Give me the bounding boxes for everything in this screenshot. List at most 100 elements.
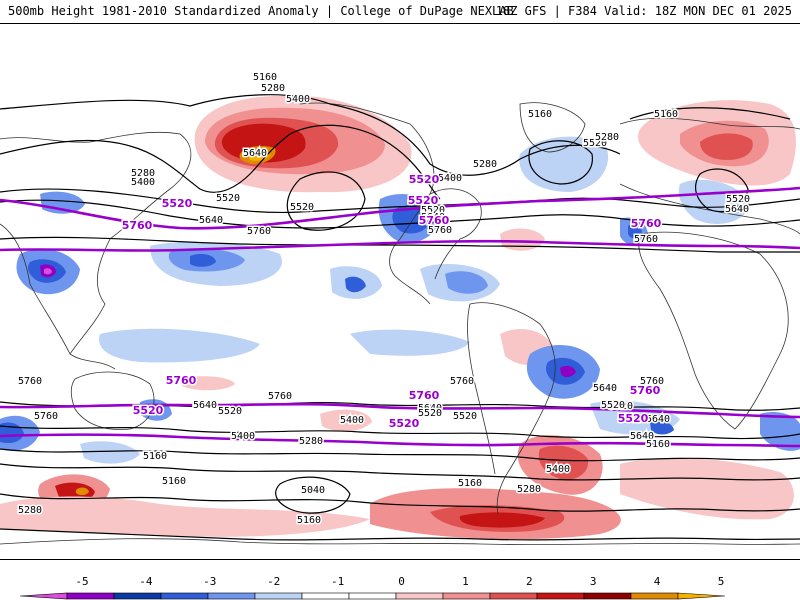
contour-label: 5760 (634, 234, 658, 245)
contour-line (528, 140, 593, 185)
contour-label: 5640 (593, 383, 617, 394)
contour-label: 5520 (418, 408, 442, 419)
contour-label: 5640 (630, 431, 654, 442)
colorbar-swatch (677, 592, 726, 600)
contour-label: 5520 (216, 193, 240, 204)
highlighted-contour-label: 5520 (618, 412, 649, 425)
highlighted-contour-label: 5760 (631, 217, 662, 230)
contour-5520-south (0, 433, 800, 448)
colorbar-swatch (536, 592, 585, 600)
contour-line (0, 188, 800, 214)
contour-label: 5640 (421, 212, 445, 223)
height-contours (0, 94, 800, 541)
contour-label: 5160 (654, 109, 678, 120)
highlighted-contours (0, 186, 800, 448)
anomaly-region (44, 268, 52, 275)
coastline-south-america (469, 302, 556, 515)
contour-label: 5640 (418, 403, 442, 414)
contour-line (0, 425, 800, 440)
colorbar-tick-label: 0 (398, 575, 405, 588)
colorbar-swatch (19, 592, 68, 600)
contour-label: 5280 (18, 505, 42, 516)
anomaly-region (76, 487, 89, 496)
colorbar-swatch (254, 592, 303, 600)
contour-label: 5160 (143, 451, 167, 462)
contour-label: 5520 (609, 401, 633, 412)
contour-label: 5640 (193, 400, 217, 411)
contour-label: 5280 (131, 168, 155, 179)
colorbar-swatch (630, 592, 679, 600)
contour-line (0, 94, 621, 176)
colorbar-swatch (113, 592, 162, 600)
colorbar-tick-label: 2 (526, 575, 533, 588)
map-title: 500mb Height 1981-2010 Standardized Anom… (8, 4, 514, 18)
colorbar-swatch (348, 592, 397, 600)
coastline-greenland (519, 102, 586, 153)
contour-label: 5520 (453, 411, 477, 422)
contour-label: 5160 (162, 476, 186, 487)
contour-label: 5640 (725, 204, 749, 215)
colorbar-swatch (489, 592, 538, 600)
contour-label: 5760 (268, 391, 292, 402)
coastline-australia (70, 371, 155, 430)
contour-label: 5400 (286, 94, 310, 105)
highlighted-contour-label: 5520 (408, 194, 439, 207)
colorbar-swatches (19, 592, 726, 600)
contour-line (275, 476, 351, 514)
colorbar-swatch (583, 592, 632, 600)
contour-label: 5400 (131, 177, 155, 188)
anomaly-region (80, 441, 140, 464)
contour-5760-south (0, 402, 800, 419)
contour-5760-north (0, 239, 800, 252)
anomaly-region (459, 512, 545, 528)
coastline-north-america-east (429, 188, 482, 280)
contour-label: 5760 (428, 225, 452, 236)
anomaly-region (350, 329, 470, 356)
anomaly-region (345, 276, 366, 293)
colorbar-tick-label: 5 (718, 575, 725, 588)
contour-label: 5160 (253, 72, 277, 83)
contour-5520-north (0, 186, 800, 230)
positive-anomaly-shading (0, 95, 796, 540)
colorbar-tick-label: -3 (203, 575, 216, 588)
highlighted-contour-label: 5760 (630, 384, 661, 397)
negative-anomaly-shading (0, 136, 800, 464)
anomaly-region (0, 496, 370, 537)
contour-label: 5520 (218, 406, 242, 417)
colorbar-tick-labels: -5 -4 -3 -2 -1 0 1 2 3 4 5 (75, 575, 724, 588)
contour-line (0, 528, 800, 541)
anomaly-region (500, 228, 545, 251)
contour-label: 5160 (528, 109, 552, 120)
colorbar-swatch (301, 592, 350, 600)
colorbar-tick-label: -4 (139, 575, 153, 588)
contour-label: 5040 (301, 485, 325, 496)
coastline-south-america-west (467, 303, 496, 475)
coastline-antarctica (0, 538, 800, 545)
contour-label: 5760 (34, 411, 58, 422)
map-panel: 5160 5280 5400 5640 5280 5400 5520 5520 5640 5760… (0, 23, 800, 560)
coastline-africa (638, 231, 789, 430)
coastline-asia (0, 131, 192, 355)
anomaly-region (320, 409, 372, 432)
contour-label: 5280 (473, 159, 497, 170)
anomaly-region (190, 254, 216, 267)
model-run-info: 18Z GFS | F384 Valid: 18Z MON DEC 01 202… (495, 4, 792, 18)
highlighted-contour-label: 5760 (409, 389, 440, 402)
contour-label: 5400 (438, 173, 462, 184)
anomaly-region (560, 365, 576, 378)
colorbar-swatch (442, 592, 491, 600)
highlighted-contour-label: 5760 (419, 214, 450, 227)
coastline-asia-south (0, 223, 116, 370)
contour-label: 5760 (247, 226, 271, 237)
contour-line (286, 171, 366, 231)
colorbar-swatch (160, 592, 209, 600)
colorbar-tick-label: -5 (75, 575, 88, 588)
colorbar-tick-label: 3 (590, 575, 597, 588)
contour-label: 5760 (450, 376, 474, 387)
colorbar-tick-label: -2 (267, 575, 280, 588)
contour-label: 5400 (546, 464, 570, 475)
contour-label: 5640 (646, 414, 670, 425)
contour-label: 5640 (199, 215, 223, 226)
anomaly-region (628, 224, 642, 239)
